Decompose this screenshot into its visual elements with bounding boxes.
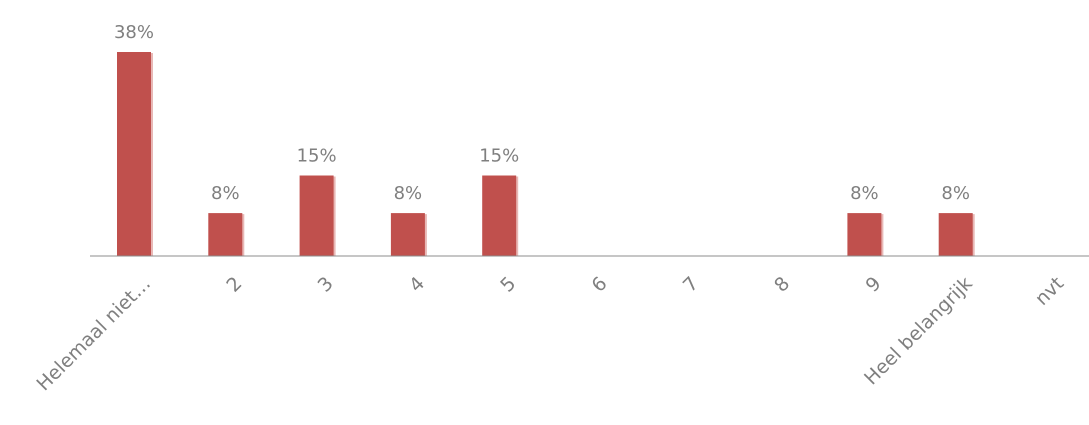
tick-label-6: 6 [588,273,612,297]
bar-2 [208,213,243,256]
bar-4 [390,213,425,256]
tick-label-9: 9 [861,273,885,297]
data-label-4: 8% [394,183,423,204]
tick-label-5: 5 [496,273,520,297]
bar-3 [299,175,334,256]
data-label-10: 8% [941,183,970,204]
tick-label-2: 2 [222,273,246,297]
bar-1 [117,52,151,256]
data-label-5: 15% [479,146,519,167]
data-label-3: 15% [297,146,337,167]
data-label-9: 8% [850,183,879,204]
bar-9 [847,213,882,256]
tick-label-1: Helemaal niet… [32,273,155,396]
tick-label-11: nvt [1031,273,1068,310]
bar-10 [938,213,973,256]
bar-5 [482,175,517,256]
bars-layer [117,52,975,256]
data-label-2: 8% [211,183,240,204]
tick-label-7: 7 [679,273,703,297]
tick-label-3: 3 [314,273,338,297]
data-label-1: 38% [114,22,154,43]
data-labels-layer: 38% 8% 15% 8% 15% 8% 8% [114,22,970,204]
tick-label-4: 4 [405,273,429,297]
tick-label-8: 8 [770,273,794,297]
